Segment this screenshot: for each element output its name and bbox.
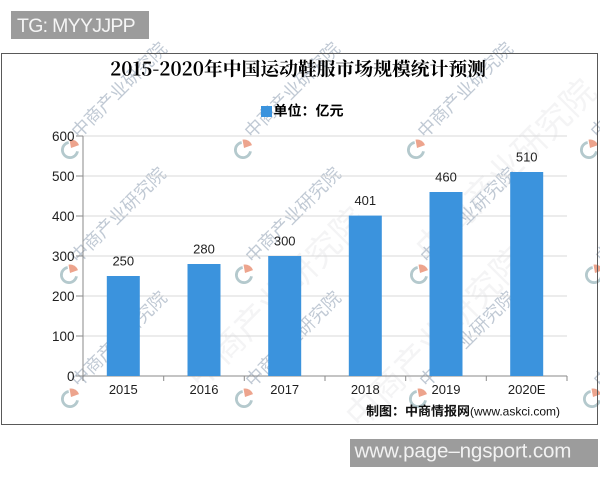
svg-text:300: 300 <box>274 234 296 249</box>
svg-text:2020E: 2020E <box>508 382 546 397</box>
svg-text:2017: 2017 <box>270 382 299 397</box>
svg-text:280: 280 <box>193 242 215 257</box>
svg-text:400: 400 <box>52 209 75 224</box>
svg-text:0: 0 <box>67 369 75 384</box>
svg-text:2018: 2018 <box>351 382 380 397</box>
svg-text:600: 600 <box>52 129 75 144</box>
svg-text:401: 401 <box>354 193 376 208</box>
svg-text:200: 200 <box>52 289 75 304</box>
svg-text:100: 100 <box>52 329 75 344</box>
svg-text:2016: 2016 <box>190 382 219 397</box>
svg-text:460: 460 <box>435 170 457 185</box>
svg-text:TG: MYYJJPP: TG: MYYJJPP <box>17 15 135 37</box>
svg-text:300: 300 <box>52 249 75 264</box>
svg-text:2019: 2019 <box>432 382 461 397</box>
svg-text:510: 510 <box>516 150 538 165</box>
svg-text:250: 250 <box>112 254 134 269</box>
svg-text:(www.askci.com): (www.askci.com) <box>470 405 560 419</box>
svg-text:2015: 2015 <box>109 382 138 397</box>
svg-text:500: 500 <box>52 169 75 184</box>
svg-text:www.page–ngsport.com: www.page–ngsport.com <box>354 440 572 463</box>
